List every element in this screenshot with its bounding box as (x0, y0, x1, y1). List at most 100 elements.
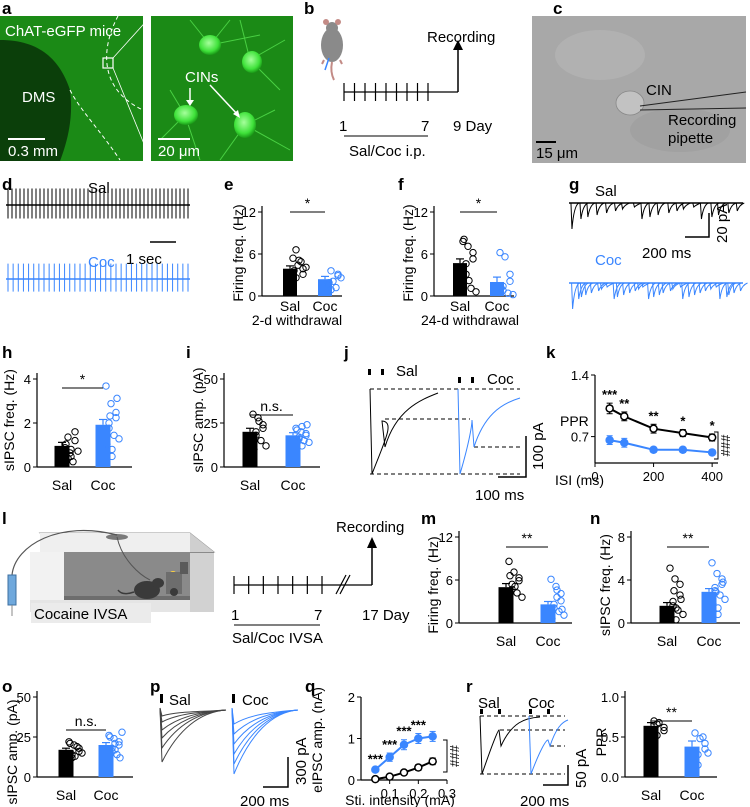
data-point (548, 615, 556, 623)
data-point (707, 448, 717, 457)
panel-d: d Sal 1 sec Coc (2, 175, 190, 292)
data-point (649, 445, 658, 455)
withdrawal-label: 24-d withdrawal (421, 312, 519, 328)
sipsc-event (727, 282, 737, 296)
significance-label: ** (649, 408, 660, 423)
coc-eipsc-family (231, 707, 299, 775)
x-tick-label: 0.3 (438, 786, 456, 801)
data-point (299, 270, 307, 278)
panel-letter-a: a (2, 0, 12, 18)
sipsc-event (739, 282, 748, 292)
recording-label: Recording (336, 519, 404, 536)
scale-label: 1 sec (126, 251, 162, 268)
sipsc-event (599, 282, 609, 291)
data-point (674, 606, 682, 614)
data-point (497, 283, 505, 292)
data-point (371, 774, 380, 784)
category-label: Sal (450, 298, 470, 314)
sipsc-event (640, 202, 650, 220)
category-label: Sal (496, 633, 516, 649)
data-point (325, 279, 333, 287)
chart-i: 0 25 50 Sal Coc n.s. (204, 372, 320, 493)
sipsc-event (621, 202, 630, 211)
data-point (295, 435, 303, 443)
chart-f: 0 6 12 Sal Coc * (414, 195, 517, 314)
category-label: Sal (280, 298, 300, 314)
y-axis-label: eIPSC amp. (nA) (309, 687, 325, 793)
data-point (676, 580, 684, 588)
significance-label: ** (522, 530, 533, 546)
sipsc-event (586, 202, 596, 218)
data-point (252, 428, 260, 436)
arrow-head (233, 110, 240, 118)
data-point (510, 568, 518, 576)
chart-o: 0 25 50 Sal Coc n.s. (17, 690, 133, 803)
data-point (501, 253, 509, 261)
sipsc-event (735, 202, 745, 212)
data-point (506, 572, 514, 580)
category-label: Coc (281, 477, 306, 493)
bar-sal (659, 605, 675, 623)
sipsc-event (709, 282, 718, 291)
data-point (550, 604, 558, 612)
category-label: Sal (52, 477, 72, 493)
data-point (678, 428, 688, 438)
axis-break (335, 574, 347, 595)
panel-letter-m: m (421, 509, 436, 528)
sipsc-event (584, 282, 593, 296)
data-point (679, 610, 687, 619)
data-point (666, 564, 674, 572)
scale-bar (543, 765, 569, 786)
data-point (102, 382, 110, 390)
inset-line (112, 15, 152, 59)
panel-p: p Sal Coc 200 ms 300 pA (150, 677, 310, 807)
y-axis-label: sIPSC freq. (Hz) (1, 369, 17, 471)
sipsc-event (675, 202, 685, 212)
bar-sal (242, 431, 258, 467)
data-point (660, 723, 668, 732)
x-tick-label: 0.1 (381, 786, 399, 801)
y-tick-label: 6 (421, 247, 428, 262)
significance-label: ** (619, 396, 630, 411)
y-tick-label: 0 (348, 773, 355, 788)
inset-box (102, 57, 114, 69)
data-point (295, 256, 303, 264)
sipsc-event (681, 282, 690, 300)
bar-coc (98, 745, 114, 777)
data-point (605, 435, 614, 445)
panel-a: a ChAT-eGFP mice DMS 0.3 mm CINs 20 μm (0, 0, 293, 162)
data-point (462, 260, 470, 268)
bar-coc (285, 435, 301, 467)
y-tick-label: 0 (446, 616, 453, 631)
bar-sal (283, 268, 297, 296)
y-tick-label: 2 (24, 416, 31, 431)
data-point (704, 749, 712, 757)
axis-break (339, 574, 351, 595)
y-tick-label: 50 (204, 372, 218, 387)
y-tick-label: 0 (24, 460, 31, 475)
panel-i: i sIPSC amp. (pA) 0 25 50 Sal Coc n.s. (186, 343, 320, 493)
pipette-edge (639, 91, 747, 107)
data-point (553, 593, 561, 601)
data-point (262, 442, 270, 450)
arrow (209, 84, 239, 116)
data-point (667, 613, 675, 622)
inset-line-2 (112, 67, 152, 162)
data-point (113, 394, 121, 403)
data-point (257, 436, 265, 445)
significance-label: * (476, 195, 482, 211)
data-point (672, 604, 680, 612)
data-point (103, 440, 111, 448)
x-tick-label: 0 (591, 469, 598, 484)
significance-bracket (443, 739, 448, 773)
significance-label: n.s. (75, 713, 98, 729)
data-point (115, 435, 123, 443)
recording-arrow-head (367, 537, 377, 548)
x-axis-label: ISI (ms) (555, 472, 604, 488)
coc-label: Coc (528, 695, 555, 712)
scale-bar (263, 757, 289, 788)
bar-coc (701, 591, 717, 623)
sipsc-event (589, 282, 599, 294)
sal-label: Sal (88, 180, 110, 197)
